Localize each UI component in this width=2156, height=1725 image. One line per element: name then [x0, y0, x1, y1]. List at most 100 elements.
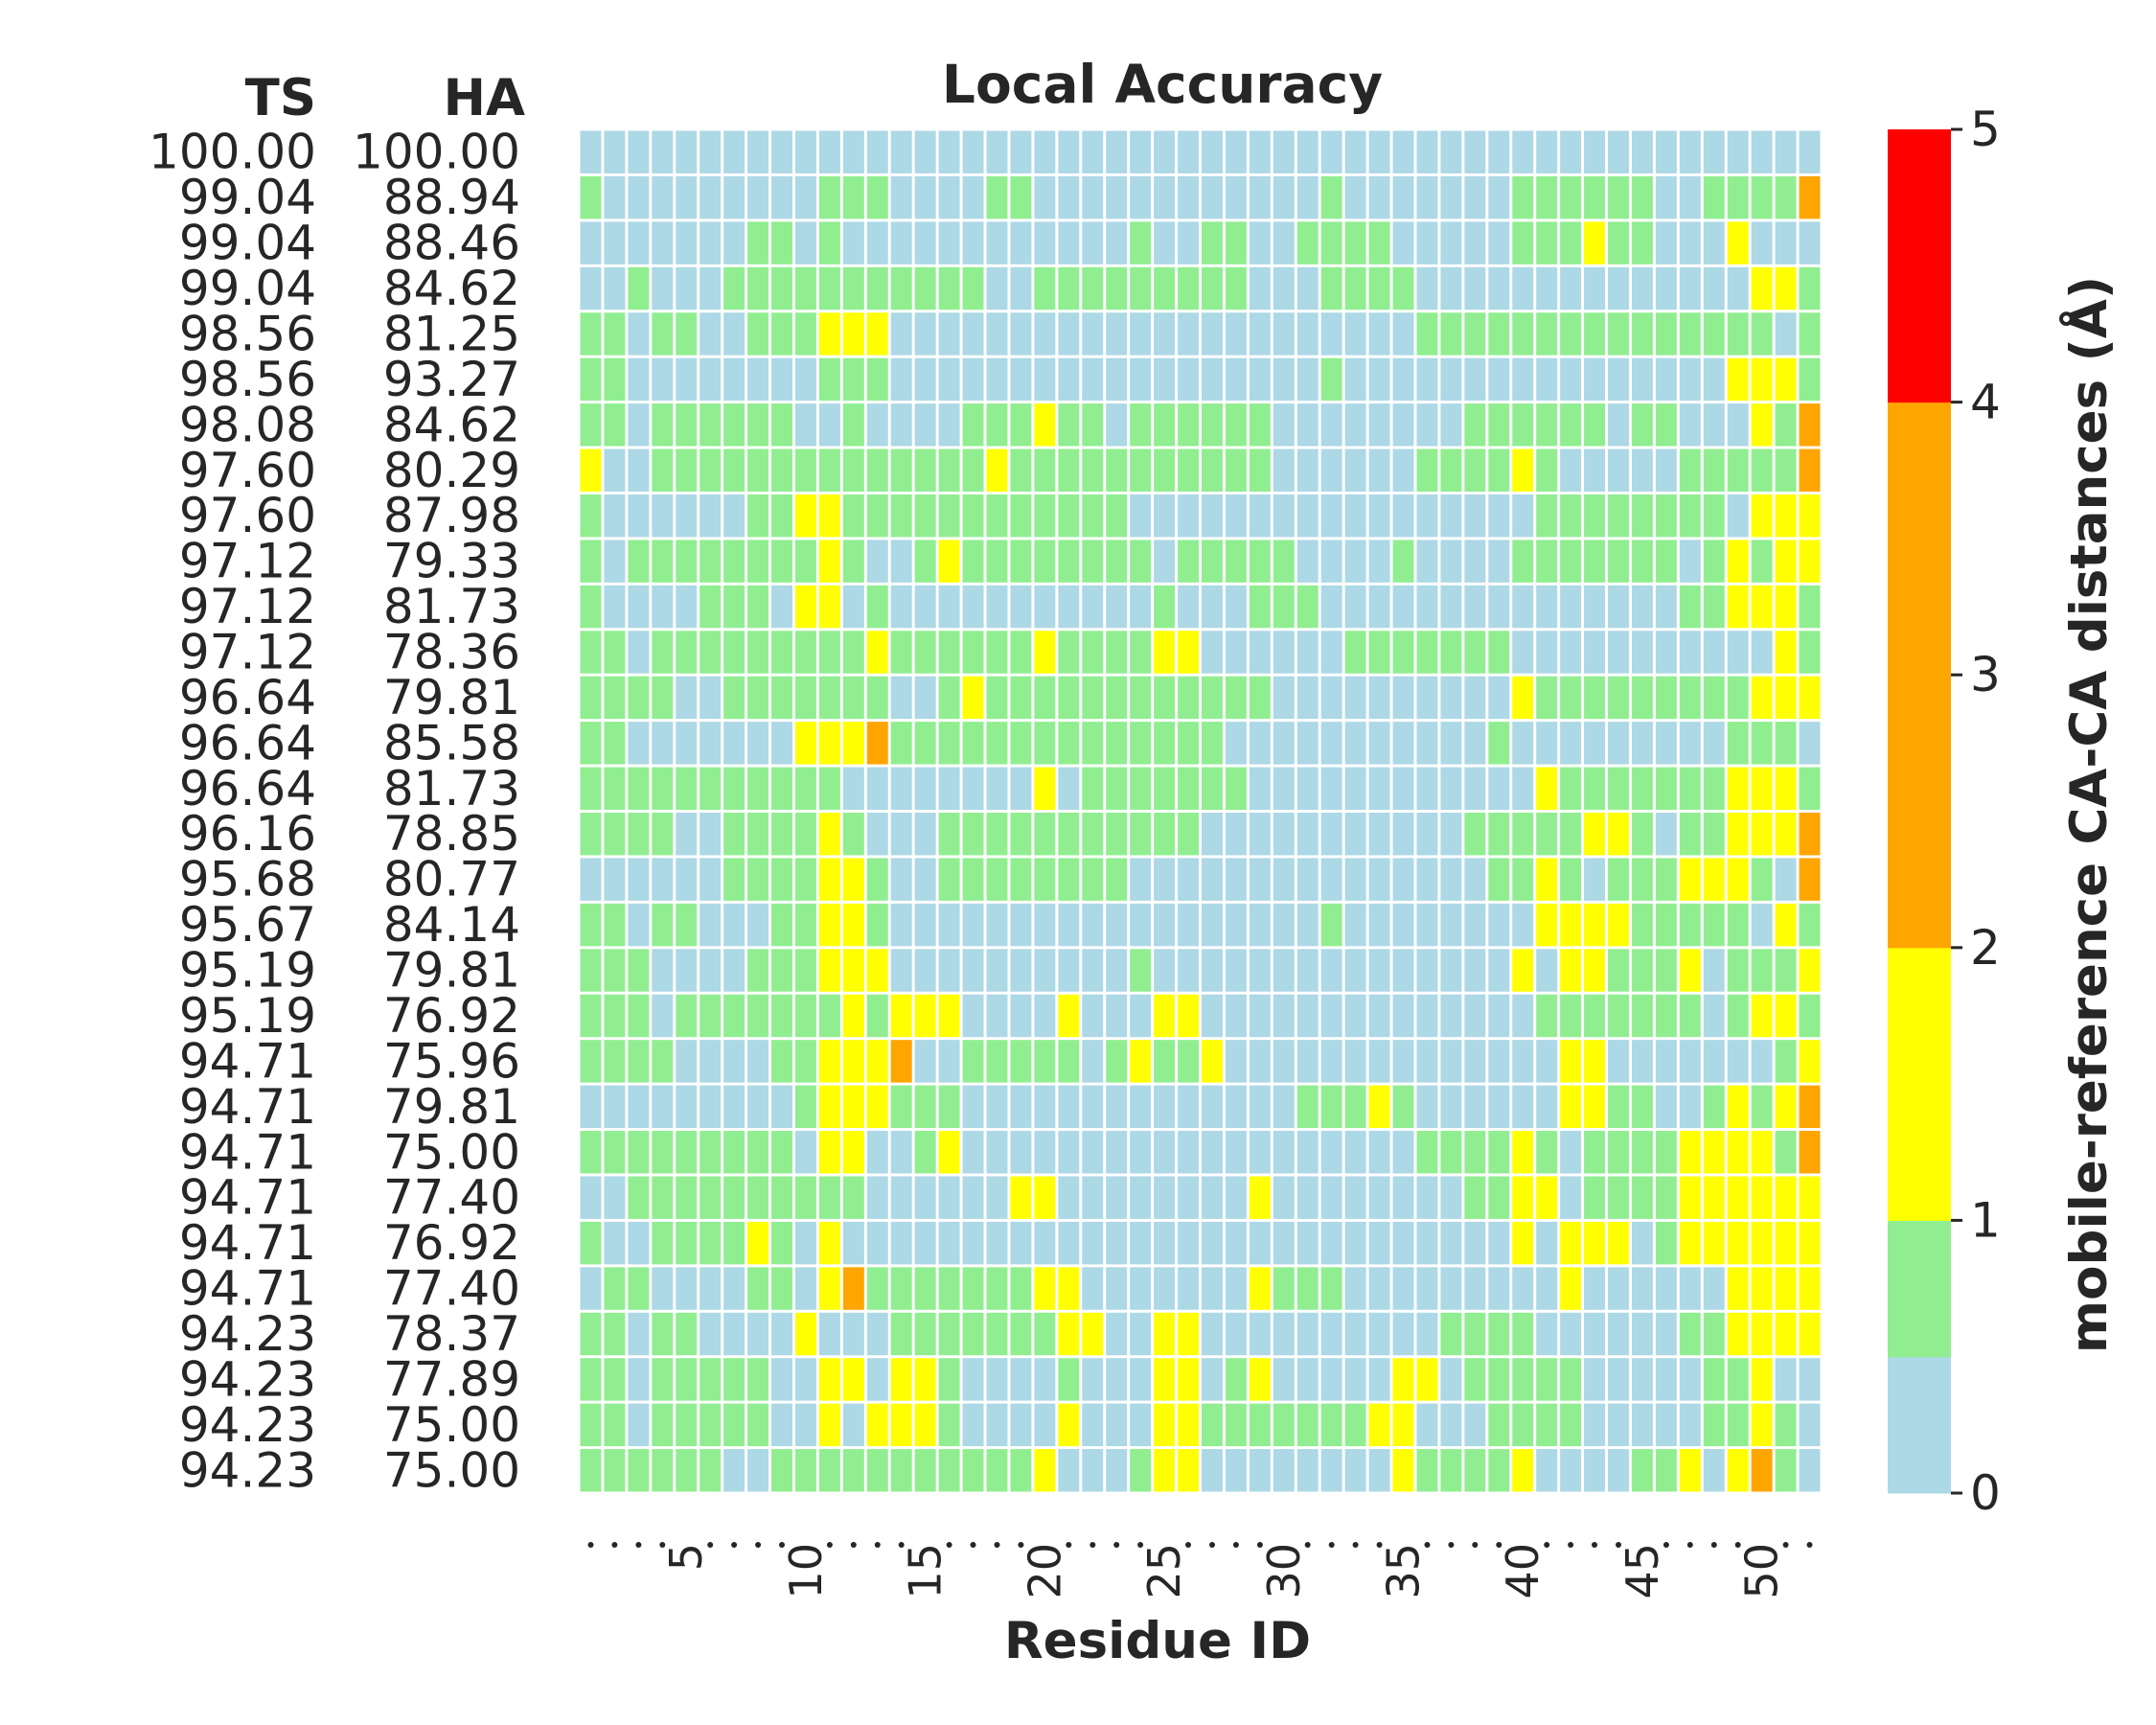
heatmap-cell [700, 130, 722, 173]
x-minor-tick [659, 1542, 666, 1548]
heatmap-cell [747, 540, 769, 583]
heatmap-cell [1320, 949, 1342, 992]
heatmap-cell [1536, 676, 1558, 720]
heatmap-cell [652, 175, 674, 219]
heatmap-cell [1130, 813, 1152, 856]
heatmap-cell [866, 357, 888, 402]
heatmap-cell [1225, 722, 1247, 765]
heatmap-cell [1154, 1131, 1176, 1174]
heatmap-cell [1751, 448, 1773, 492]
heatmap-cell [747, 813, 769, 856]
heatmap-cell [914, 1131, 936, 1174]
heatmap-cell [1464, 722, 1486, 765]
heatmap-cell [962, 949, 984, 992]
heatmap-cell [747, 1040, 769, 1083]
heatmap-cell [1536, 722, 1558, 765]
heatmap-cell [1344, 813, 1366, 856]
heatmap-cell [1679, 1403, 1701, 1447]
heatmap-cell [962, 631, 984, 674]
heatmap-cell [1106, 130, 1128, 173]
heatmap-cell [1416, 1040, 1438, 1083]
heatmap-cell [1082, 403, 1104, 447]
heatmap-cell [1320, 1221, 1342, 1265]
heatmap-cell [1202, 1449, 1223, 1492]
heatmap-cell [1727, 357, 1749, 402]
heatmap-cell [723, 1358, 745, 1401]
heatmap-cell [1727, 949, 1749, 992]
heatmap-cell [1512, 631, 1534, 674]
heatmap-cell [676, 221, 698, 264]
heatmap-cell [1296, 357, 1319, 402]
heatmap-cell [1512, 676, 1534, 720]
heatmap-cell [1130, 767, 1152, 810]
header-ha: HA [444, 69, 525, 127]
heatmap-cell [1202, 949, 1223, 992]
heatmap-cell [1608, 631, 1629, 674]
heatmap-cell [1799, 175, 1821, 219]
ts-label: 98.08 [179, 397, 316, 452]
heatmap-cell [1560, 1176, 1582, 1219]
heatmap-cell [1034, 403, 1056, 447]
heatmap-cell [1560, 1221, 1582, 1265]
heatmap-cell [1202, 1403, 1223, 1447]
heatmap-cell [1202, 221, 1223, 264]
heatmap-cell [1584, 676, 1606, 720]
heatmap-cell [1178, 1131, 1199, 1174]
heatmap-cell [818, 722, 840, 765]
heatmap-cell [1249, 540, 1271, 583]
heatmap-cell [747, 1267, 769, 1310]
heatmap-cell [1202, 813, 1223, 856]
heatmap-cell [1608, 722, 1629, 765]
heatmap-cell [1178, 767, 1199, 810]
ha-label: 85.58 [383, 715, 520, 770]
x-minor-tick [874, 1542, 881, 1548]
heatmap-cell [1392, 1176, 1414, 1219]
heatmap-cell [1273, 1312, 1295, 1356]
heatmap-cell [818, 130, 840, 173]
heatmap-cell [628, 1312, 650, 1356]
heatmap-cell [1106, 1403, 1128, 1447]
heatmap-cell [1368, 1403, 1390, 1447]
heatmap-cell [914, 1403, 936, 1447]
ts-label: 94.71 [179, 1033, 316, 1089]
heatmap-cell [962, 221, 984, 264]
heatmap-cell [1775, 221, 1797, 264]
heatmap-cell [771, 130, 792, 173]
heatmap-cell [604, 357, 626, 402]
heatmap-cell [818, 858, 840, 901]
heatmap-cell [723, 1040, 745, 1083]
heatmap-cell [1631, 221, 1653, 264]
heatmap-cell [1344, 494, 1366, 538]
x-minor-tick [946, 1542, 952, 1548]
heatmap-cell [1178, 1403, 1199, 1447]
heatmap-cell [1751, 1085, 1773, 1129]
heatmap-cell [986, 357, 1008, 402]
heatmap-cell [842, 1085, 864, 1129]
heatmap-cell [1727, 1131, 1749, 1174]
heatmap-cell [1584, 903, 1606, 947]
ts-label: 95.67 [179, 897, 316, 953]
heatmap-cell [723, 221, 745, 264]
heatmap-cell [1106, 1176, 1128, 1219]
heatmap-cell [866, 1221, 888, 1265]
heatmap-cell [962, 1085, 984, 1129]
heatmap-cell [1584, 312, 1606, 356]
heatmap-cell [1344, 858, 1366, 901]
x-tick-label: 25 [1138, 1543, 1190, 1599]
heatmap-cell [1296, 949, 1319, 992]
heatmap-cell [676, 1131, 698, 1174]
heatmap-cell [1273, 1131, 1295, 1174]
heatmap-cell [580, 1221, 602, 1265]
heatmap-cell [1416, 221, 1438, 264]
heatmap-cell [1249, 1449, 1271, 1492]
heatmap-cell [1273, 585, 1295, 629]
heatmap-cell [1488, 949, 1510, 992]
heatmap-cell [1440, 1040, 1462, 1083]
ha-label: 87.98 [383, 488, 520, 543]
heatmap-cell [914, 494, 936, 538]
heatmap-cell [604, 1358, 626, 1401]
heatmap-cell [1751, 130, 1773, 173]
heatmap-cell [1440, 1449, 1462, 1492]
heatmap-cell [962, 722, 984, 765]
